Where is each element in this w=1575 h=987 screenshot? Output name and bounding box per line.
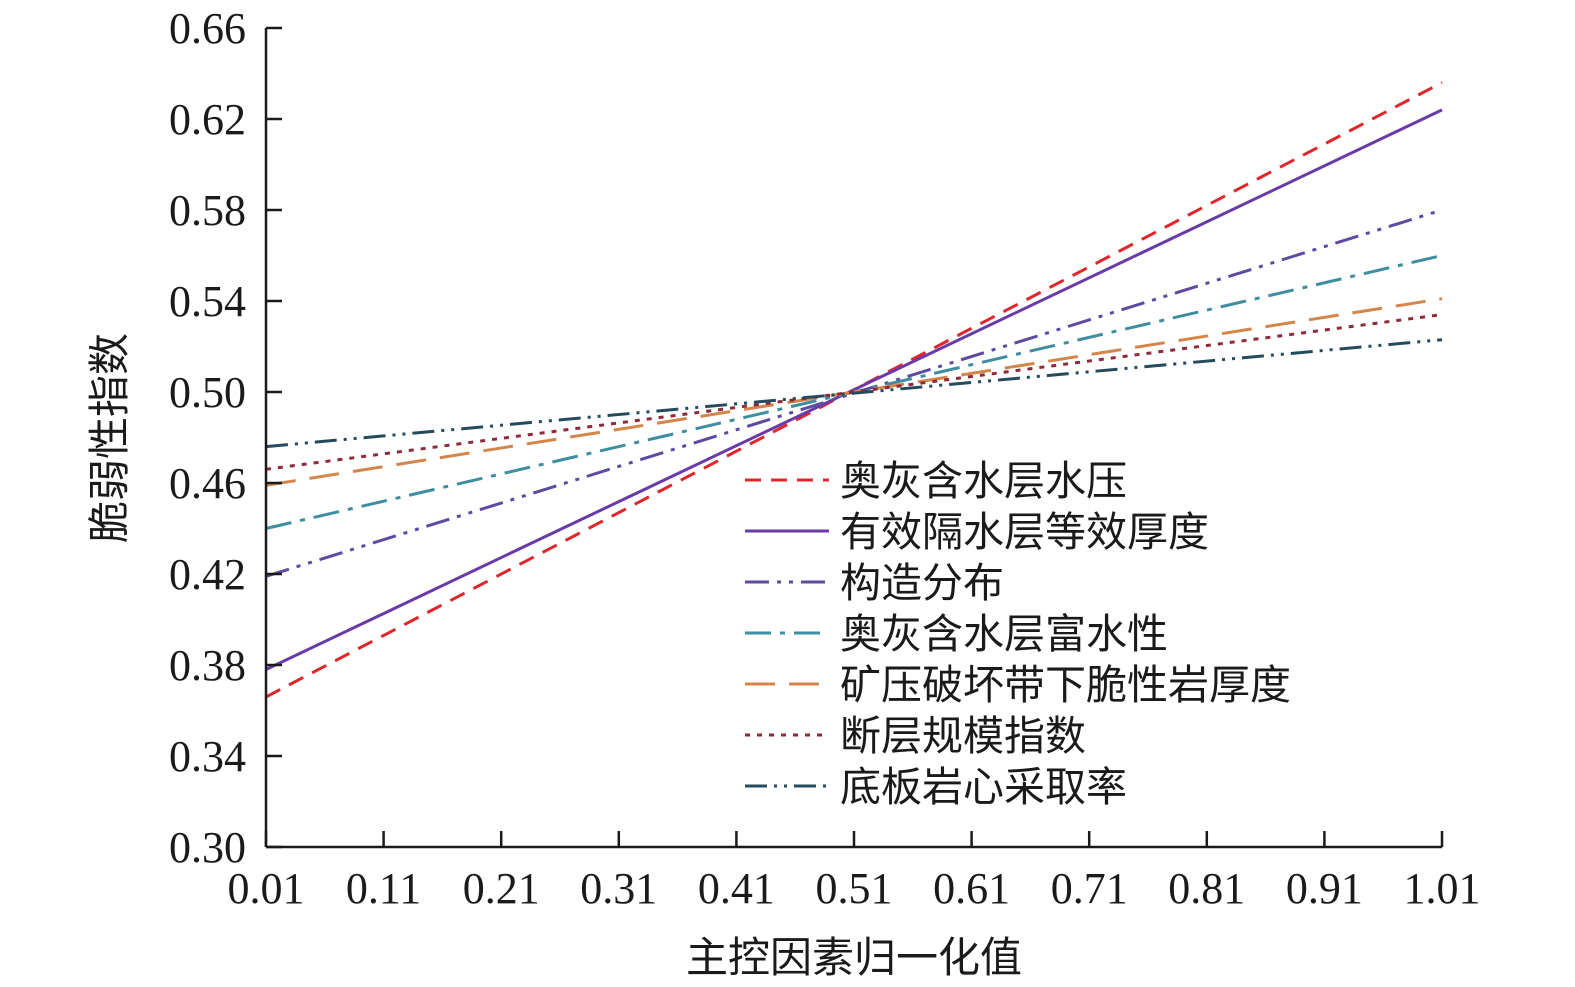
series-line-2 [265, 108, 1443, 671]
series-line-6 [265, 313, 1443, 471]
legend-label: 底板岩心采取率 [840, 763, 1127, 811]
x-tick-label: 0.31 [580, 864, 657, 913]
y-tick-label: 0.50 [169, 368, 246, 417]
y-tick-label: 0.66 [169, 4, 246, 53]
x-tick-label: 0.91 [1286, 864, 1363, 913]
y-tick-label: 0.42 [169, 550, 246, 599]
y-tick-label: 0.38 [169, 641, 246, 690]
x-tick-label: 0.11 [346, 864, 421, 913]
x-tick-label: 0.21 [463, 864, 540, 913]
x-ticks: 0.01 0.11 0.21 0.31 0.41 0.51 0.61 0.71 0.81 0.91… [228, 831, 1481, 913]
legend-label: 构造分布 [840, 559, 1004, 607]
legend: 奥灰含水层水压有效隔水层等效厚度构造分布奥灰含水层富水性矿压破坏带下脆性岩厚度断… [745, 457, 1291, 811]
y-tick-label: 0.54 [169, 277, 246, 326]
x-tick-label: 0.61 [933, 864, 1010, 913]
x-tick-label: 0.71 [1051, 864, 1128, 913]
series-line-3 [265, 208, 1443, 578]
y-tick-label: 0.58 [169, 186, 246, 235]
y-axis-title: 脆弱性指数 [85, 333, 134, 543]
legend-label: 断层规模指数 [840, 712, 1086, 760]
legend-label: 有效隔水层等效厚度 [840, 508, 1209, 556]
legend-label: 奥灰含水层富水性 [840, 610, 1168, 658]
legend-label: 矿压破坏带下脆性岩厚度 [840, 661, 1291, 709]
y-tick-label: 0.62 [169, 95, 246, 144]
legend-label: 奥灰含水层水压 [840, 457, 1127, 505]
y-tick-label: 0.30 [169, 823, 246, 872]
y-ticks: 0.30 0.34 0.38 0.42 0.46 0.50 0.54 0.58 0.62 0.66 [169, 4, 282, 872]
series-layer [265, 81, 1443, 699]
y-tick-label: 0.46 [169, 459, 246, 508]
x-axis-title: 主控因素归一化值 [686, 933, 1022, 982]
x-tick-label: 0.81 [1168, 864, 1245, 913]
series-line-7 [265, 338, 1443, 449]
x-tick-label: 0.01 [228, 864, 305, 913]
x-tick-label: 0.41 [698, 864, 775, 913]
x-tick-label: 1.01 [1404, 864, 1481, 913]
y-tick-label: 0.34 [169, 732, 246, 781]
x-tick-label: 0.51 [816, 864, 893, 913]
